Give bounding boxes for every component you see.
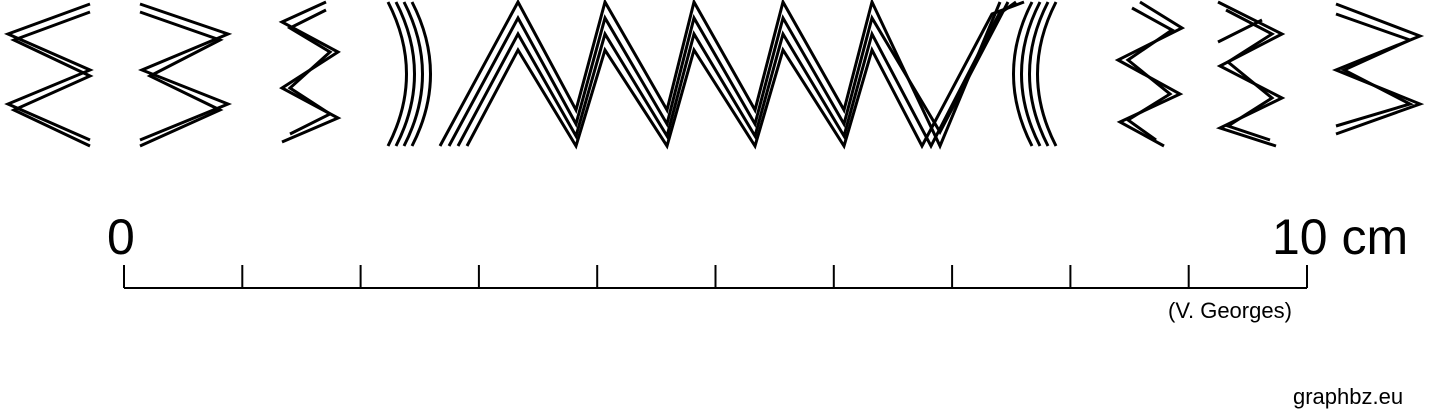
arc-line [386,1,408,147]
arc-line [394,1,416,147]
zigzag-line [1114,0,1186,148]
arc-line [1020,1,1042,147]
zigzag-line [138,2,233,142]
zigzag-line [139,10,224,148]
central-zigzag-band [438,0,1025,150]
zigzag-group-6 [1332,2,1425,136]
arc-line [1036,1,1058,147]
zigzag-group-1 [3,2,94,148]
zigzag-line [456,0,1017,150]
scale-start-label: 0 [107,209,135,265]
zigzag-line [1332,2,1425,136]
zigzag-line [1224,8,1275,142]
site-watermark: graphbz.eu [1293,384,1404,409]
zigzag-group-5 [1215,0,1286,148]
zigzag-group-2 [138,2,233,148]
zigzag-line [1125,6,1175,142]
scale-end-label: 10 cm [1272,209,1409,265]
arc-line [1012,1,1034,147]
zigzag-group-4 [1114,0,1186,148]
zigzag-line [1217,18,1263,44]
zigzag-line [3,2,94,142]
arc-line [410,1,432,147]
zigzag-line [447,1,1010,147]
arc-line [402,1,424,147]
zigzag-line [438,0,1002,150]
bracket-arcs-right [1012,1,1058,147]
bracket-arcs-left [386,1,432,147]
zigzag-line [465,0,1025,150]
zigzag-line [1335,12,1415,128]
zigzag-group-3 [278,0,342,144]
zigzag-line [10,10,94,148]
scale-bar [123,265,1308,289]
scale-ticks [123,265,1308,288]
zigzag-line [286,8,334,136]
arc-line [1028,1,1050,147]
author-credit: (V. Georges) [1168,298,1292,323]
